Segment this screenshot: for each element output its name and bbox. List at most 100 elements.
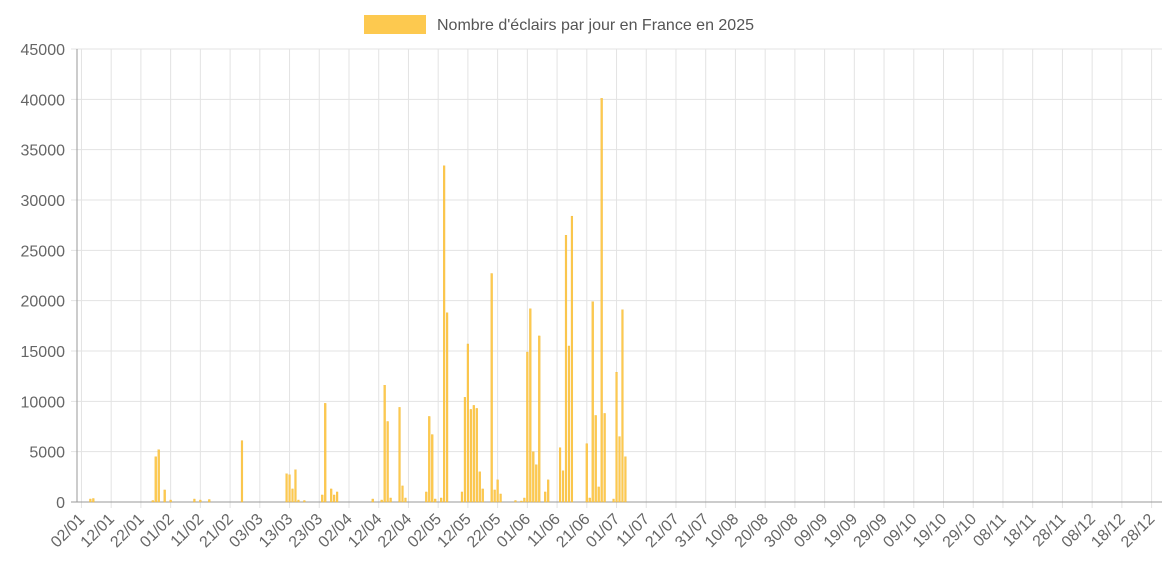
bar-30-04[interactable] — [431, 434, 434, 503]
bar-01-07[interactable] — [615, 371, 618, 503]
bar-15-04[interactable] — [386, 421, 389, 503]
bar-28-04[interactable] — [425, 491, 428, 503]
bar-19-04[interactable] — [398, 407, 401, 503]
bar-15-03[interactable] — [294, 469, 297, 503]
bar-13-06[interactable] — [561, 470, 565, 503]
bar-12-03[interactable] — [285, 473, 288, 503]
bar-13-04[interactable] — [380, 499, 383, 503]
bars — [89, 98, 627, 503]
bar-14-03[interactable] — [291, 488, 294, 503]
bar-09-02[interactable] — [193, 498, 196, 503]
bar-11-02[interactable] — [199, 499, 202, 503]
bar-30-01[interactable] — [163, 489, 166, 503]
bar-17-05[interactable] — [481, 488, 484, 503]
bar-15-05[interactable] — [475, 408, 478, 503]
bar-25-06[interactable] — [597, 486, 600, 503]
grid — [71, 48, 1162, 508]
bar-25-02[interactable] — [240, 440, 244, 503]
bar-24-03[interactable] — [321, 494, 324, 503]
x-tick-label: 29/10 — [940, 511, 980, 551]
bar-21-05[interactable] — [493, 489, 496, 503]
bar-04-06[interactable] — [535, 464, 538, 503]
bar-29-03[interactable] — [336, 491, 339, 503]
y-tick-label: 0 — [56, 495, 65, 512]
x-tick-label: 01/07 — [583, 511, 623, 551]
bar-13-05[interactable] — [469, 409, 472, 503]
bar-14-02[interactable] — [208, 499, 211, 503]
bar-21-06[interactable] — [585, 443, 588, 503]
bar-30-05[interactable] — [520, 500, 523, 503]
bar-14-04[interactable] — [383, 385, 386, 503]
bar-28-01[interactable] — [157, 449, 160, 503]
x-tick-label: 18/11 — [1000, 511, 1040, 551]
bar-14-06[interactable] — [564, 235, 568, 503]
bar-03-05[interactable] — [440, 497, 443, 503]
y-axis: 0 5000 10000 15000 20000 25000 30000 35000 40000… — [21, 42, 78, 512]
x-tick-label: 28/12 — [1118, 511, 1158, 551]
bar-24-06[interactable] — [594, 415, 597, 503]
bar-27-01[interactable] — [154, 456, 157, 503]
bar-11-05[interactable] — [463, 397, 466, 503]
bar-02-07[interactable] — [618, 436, 621, 503]
x-tick-label: 01/02 — [137, 511, 177, 551]
bar-22-05[interactable] — [496, 479, 499, 503]
bar-05-05[interactable] — [446, 312, 449, 503]
y-tick-label: 15000 — [21, 344, 66, 361]
y-tick-label: 20000 — [21, 294, 66, 311]
bar-22-06[interactable] — [588, 497, 591, 503]
y-tick-label: 45000 — [21, 42, 66, 59]
bar-25-03[interactable] — [324, 403, 327, 503]
x-axis: 02/0112/0122/0101/0211/0221/0203/0313/03… — [48, 501, 1162, 551]
bar-20-05[interactable] — [490, 273, 493, 503]
bar-16-06[interactable] — [570, 215, 574, 503]
bar-23-06[interactable] — [591, 301, 594, 503]
bar-28-03[interactable] — [333, 494, 336, 503]
bar-28-05[interactable] — [514, 500, 517, 503]
x-tick-label: 08/11 — [970, 511, 1010, 551]
bar-08-06[interactable] — [547, 479, 550, 503]
bar-29-04[interactable] — [428, 416, 431, 503]
bar-21-04[interactable] — [404, 497, 407, 503]
bar-12-06[interactable] — [558, 447, 562, 503]
bar-13-03[interactable] — [288, 474, 291, 503]
bar-03-07[interactable] — [621, 309, 624, 503]
bar-26-06[interactable] — [600, 98, 603, 503]
bar-01-02[interactable] — [169, 499, 172, 503]
bar-23-05[interactable] — [499, 493, 502, 503]
bar-03-06[interactable] — [532, 451, 535, 503]
y-tick-label: 5000 — [29, 445, 65, 462]
bar-05-01[interactable] — [89, 498, 92, 503]
bar-31-05[interactable] — [523, 497, 526, 503]
y-tick-label: 35000 — [21, 143, 66, 160]
bar-14-05[interactable] — [472, 405, 475, 503]
bar-26-01[interactable] — [151, 500, 154, 503]
bar-10-04[interactable] — [371, 498, 374, 503]
bar-15-06[interactable] — [567, 345, 571, 503]
legend-swatch — [364, 15, 426, 34]
y-tick-label: 25000 — [21, 243, 66, 260]
bar-05-06[interactable] — [538, 335, 541, 503]
bar-27-03[interactable] — [330, 488, 333, 503]
bar-06-01[interactable] — [92, 498, 95, 503]
bar-01-06[interactable] — [526, 351, 529, 503]
bar-27-06[interactable] — [603, 413, 606, 503]
bar-16-04[interactable] — [389, 497, 392, 503]
bar-16-05[interactable] — [478, 471, 481, 503]
bar-10-05[interactable] — [460, 491, 464, 503]
bar-04-07[interactable] — [624, 456, 627, 503]
legend[interactable]: Nombre d'éclairs par jour en France en 2… — [364, 15, 754, 34]
bar-18-03[interactable] — [303, 500, 306, 503]
y-tick-label: 10000 — [21, 394, 66, 411]
bar-04-05[interactable] — [443, 165, 446, 503]
bar-16-03[interactable] — [297, 499, 300, 503]
bar-30-06[interactable] — [612, 498, 615, 503]
y-tick-label: 30000 — [21, 193, 66, 210]
legend-label: Nombre d'éclairs par jour en France en 2… — [437, 17, 754, 34]
bar-01-05[interactable] — [434, 498, 437, 503]
bar-07-06[interactable] — [544, 491, 547, 503]
y-tick-label: 40000 — [21, 92, 66, 109]
bar-02-06[interactable] — [529, 308, 532, 503]
bar-12-05[interactable] — [466, 343, 469, 503]
bar-20-04[interactable] — [401, 485, 404, 503]
